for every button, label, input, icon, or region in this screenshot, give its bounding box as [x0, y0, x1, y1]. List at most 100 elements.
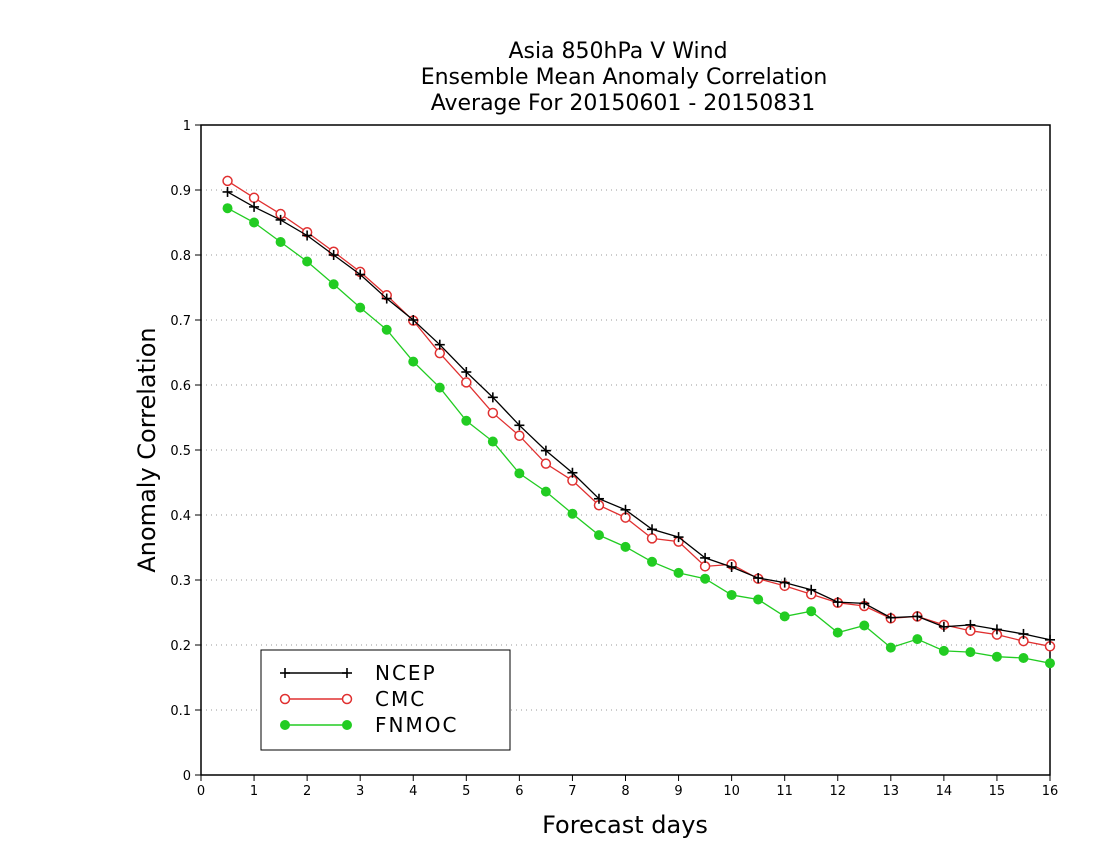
- y-axis: 0 0.1 0.2 0.3 0.4 0.5 0.6 0.7 0.8 0.9 1: [170, 119, 201, 784]
- point-ncep-4: [328, 250, 339, 260]
- point-ncep-15: [620, 504, 631, 515]
- point-ncep-31: [1045, 634, 1055, 645]
- legend-label-fnmoc: FNMOC: [375, 713, 458, 737]
- title-line-3: Average For 20150601 - 20150831: [431, 91, 816, 116]
- y-tick-label-10: 1: [183, 119, 191, 134]
- point-fnmoc-18: [700, 573, 711, 584]
- point-fnmoc-6: [381, 324, 392, 335]
- x-tick-label-5: 5: [462, 784, 470, 799]
- point-ncep-9: [461, 367, 472, 377]
- point-ncep-5: [355, 269, 366, 280]
- point-ncep-21: [779, 577, 790, 588]
- point-fnmoc-17: [673, 567, 684, 578]
- point-cmc-0: [222, 175, 233, 187]
- legend-marker-right-cmc: [341, 693, 353, 705]
- chart-title: Asia 850hPa V Wind Ensemble Mean Anomaly…: [421, 39, 828, 116]
- point-ncep-10: [487, 392, 498, 403]
- x-axis: 0 1 2 3 4 5 6 7 8 9 10 11 12 13 14 15 16: [197, 775, 1058, 799]
- point-fnmoc-29: [991, 651, 1002, 662]
- point-fnmoc-23: [832, 627, 843, 638]
- legend-box: [260, 649, 511, 751]
- series-group: [222, 175, 1056, 669]
- point-cmc-10: [487, 407, 499, 419]
- point-ncep-7: [408, 315, 419, 325]
- point-ncep-25: [885, 612, 896, 623]
- point-ncep-11: [514, 420, 525, 431]
- x-tick-label-4: 4: [409, 784, 417, 799]
- x-tick-label-3: 3: [356, 784, 364, 799]
- point-cmc-1: [248, 192, 260, 204]
- point-ncep-19: [726, 562, 737, 572]
- series-line-ncep: [227, 191, 1051, 641]
- point-fnmoc-8: [434, 382, 445, 393]
- y-tick-label-2: 0.2: [170, 639, 191, 654]
- legend-marker-left-ncep: [280, 668, 290, 678]
- x-tick-label-13: 13: [883, 784, 900, 799]
- y-tick-label-3: 0.3: [170, 574, 191, 589]
- x-tick-label-7: 7: [568, 784, 576, 799]
- point-fnmoc-2: [275, 237, 286, 247]
- point-fnmoc-7: [408, 356, 419, 367]
- point-fnmoc-20: [753, 594, 764, 605]
- y-axis-label: Anomaly Correlation: [133, 327, 161, 572]
- point-ncep-23: [832, 597, 843, 608]
- point-fnmoc-3: [302, 256, 313, 267]
- legend-label-cmc: CMC: [375, 687, 426, 711]
- point-ncep-0: [222, 186, 233, 197]
- point-cmc-18: [699, 561, 711, 572]
- point-ncep-24: [859, 598, 870, 609]
- title-line-2: Ensemble Mean Anomaly Correlation: [421, 65, 828, 90]
- point-ncep-26: [912, 611, 923, 622]
- point-ncep-29: [991, 624, 1002, 635]
- series-line-fnmoc: [227, 207, 1051, 664]
- point-fnmoc-22: [806, 606, 817, 617]
- point-ncep-12: [540, 445, 551, 456]
- x-tick-label-1: 1: [250, 784, 258, 799]
- point-fnmoc-15: [620, 541, 631, 552]
- legend-item-ncep: NCEP: [280, 661, 435, 685]
- y-tick-label-7: 0.7: [170, 314, 191, 329]
- point-fnmoc-27: [938, 645, 949, 656]
- point-ncep-28: [965, 619, 976, 630]
- x-tick-label-0: 0: [197, 784, 205, 799]
- legend-marker-left-cmc: [279, 693, 291, 705]
- point-fnmoc-31: [1045, 658, 1055, 669]
- y-tick-label-6: 0.6: [170, 379, 191, 394]
- point-ncep-20: [753, 573, 764, 584]
- x-tick-label-10: 10: [723, 784, 740, 799]
- point-fnmoc-10: [487, 436, 498, 447]
- x-tick-label-15: 15: [989, 784, 1006, 799]
- point-fnmoc-12: [540, 486, 551, 497]
- point-ncep-8: [434, 339, 445, 350]
- point-fnmoc-4: [328, 279, 339, 290]
- point-ncep-16: [647, 524, 658, 535]
- point-ncep-27: [938, 621, 949, 632]
- point-fnmoc-14: [593, 530, 604, 541]
- y-tick-label-9: 0.9: [170, 184, 191, 199]
- legend-item-fnmoc: FNMOC: [280, 713, 458, 737]
- point-fnmoc-13: [567, 508, 578, 519]
- series-line-cmc: [227, 180, 1051, 647]
- legend-marker-right-ncep: [342, 668, 352, 678]
- point-ncep-30: [1018, 628, 1029, 639]
- point-ncep-1: [249, 201, 260, 212]
- point-ncep-14: [593, 493, 604, 504]
- point-fnmoc-30: [1018, 653, 1029, 663]
- legend-marker-left-fnmoc: [280, 720, 290, 730]
- y-tick-label-1: 0.1: [170, 704, 191, 719]
- x-tick-label-14: 14: [936, 784, 953, 799]
- y-tick-label-8: 0.8: [170, 249, 191, 264]
- point-cmc-8: [434, 347, 446, 359]
- point-fnmoc-26: [912, 634, 923, 645]
- point-fnmoc-11: [514, 468, 525, 479]
- point-ncep-2: [275, 214, 286, 225]
- point-fnmoc-0: [222, 203, 233, 214]
- point-cmc-9: [461, 377, 472, 388]
- point-fnmoc-25: [885, 642, 896, 653]
- point-ncep-18: [700, 552, 711, 563]
- x-tick-label-9: 9: [674, 784, 682, 799]
- y-tick-label-4: 0.4: [170, 509, 191, 524]
- x-tick-label-8: 8: [621, 784, 629, 799]
- x-axis-label: Forecast days: [542, 811, 708, 839]
